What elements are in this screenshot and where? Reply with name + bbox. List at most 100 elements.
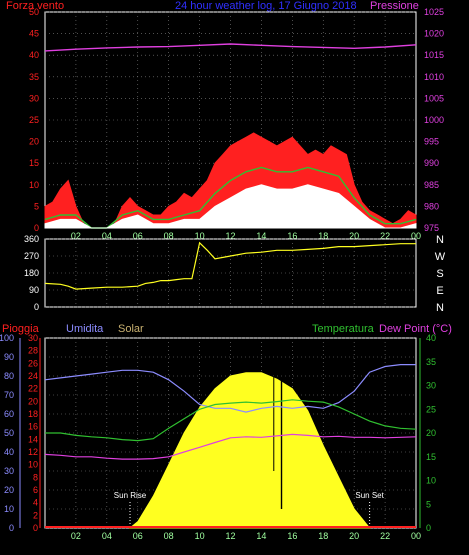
rain-label: Pioggia bbox=[2, 323, 40, 335]
wind-time-tick: 00 bbox=[411, 231, 421, 241]
direction-tick: 0 bbox=[34, 302, 39, 312]
wind-time-tick: 06 bbox=[133, 231, 143, 241]
weather-time-tick: 16 bbox=[287, 531, 297, 541]
rain-tick: 20 bbox=[28, 396, 38, 406]
wind-speed-label: Forza vento bbox=[6, 0, 64, 12]
humidity-series bbox=[44, 364, 416, 413]
wind-speed-tick: 50 bbox=[29, 7, 39, 17]
pressure-series bbox=[44, 43, 417, 52]
wind-time-tick: 14 bbox=[256, 231, 266, 241]
wind-speed-tick: 25 bbox=[29, 115, 39, 125]
humidity-tick: 20 bbox=[4, 485, 14, 495]
dew-point-series bbox=[44, 433, 417, 460]
wind-speed-tick: 40 bbox=[29, 50, 39, 60]
rain-tick: 14 bbox=[28, 434, 38, 444]
pressure-tick: 990 bbox=[424, 158, 439, 168]
temperature-tick: 40 bbox=[426, 333, 436, 343]
direction-tick: 180 bbox=[24, 268, 39, 278]
humidity-tick: 60 bbox=[4, 409, 14, 419]
temperature-tick: 35 bbox=[426, 357, 436, 367]
wind-time-tick: 02 bbox=[71, 231, 81, 241]
pressure-tick: 1010 bbox=[424, 72, 444, 82]
wind-min-series bbox=[44, 184, 417, 229]
rain-tick: 26 bbox=[28, 358, 38, 368]
wind-direction-series bbox=[44, 241, 416, 290]
wind-speed-tick: 45 bbox=[29, 29, 39, 39]
humidity-tick: 30 bbox=[4, 466, 14, 476]
weather-time-tick: 02 bbox=[71, 531, 81, 541]
wind-time-tick: 22 bbox=[380, 231, 390, 241]
temperature-tick: 30 bbox=[426, 381, 436, 391]
humidity-tick: 50 bbox=[4, 428, 14, 438]
temperature-tick: 25 bbox=[426, 404, 436, 414]
solar-label: Solar bbox=[118, 323, 144, 335]
rain-tick: 4 bbox=[33, 498, 38, 508]
rain-tick: 12 bbox=[28, 447, 38, 457]
weather-time-tick: 00 bbox=[411, 531, 421, 541]
wind-time-tick: 04 bbox=[102, 231, 112, 241]
solar-series bbox=[128, 372, 371, 529]
wind-time-tick: 16 bbox=[287, 231, 297, 241]
rain-tick: 2 bbox=[33, 510, 38, 520]
compass-label: S bbox=[436, 268, 443, 280]
wind-time-tick: 20 bbox=[349, 231, 359, 241]
sun-annotation: Sun Rise bbox=[114, 491, 147, 500]
compass-label: N bbox=[436, 302, 444, 314]
direction-tick: 360 bbox=[24, 234, 39, 244]
weather-time-tick: 08 bbox=[164, 531, 174, 541]
rain-tick: 10 bbox=[28, 460, 38, 470]
dew-point-label: Dew Point (°C) bbox=[379, 323, 452, 335]
rain-tick: 0 bbox=[33, 523, 38, 533]
wind-speed-tick: 20 bbox=[29, 137, 39, 147]
weather-time-tick: 10 bbox=[195, 531, 205, 541]
rain-tick: 22 bbox=[28, 384, 38, 394]
pressure-tick: 980 bbox=[424, 201, 439, 211]
wind-speed-tick: 5 bbox=[34, 201, 39, 211]
wind-speed-tick: 10 bbox=[29, 180, 39, 190]
humidity-tick: 10 bbox=[4, 504, 14, 514]
weather-time-tick: 04 bbox=[102, 531, 112, 541]
temperature-tick: 10 bbox=[426, 476, 436, 486]
temperature-tick: 0 bbox=[426, 523, 431, 533]
compass-label: N bbox=[436, 234, 444, 246]
pressure-tick: 985 bbox=[424, 180, 439, 190]
wind-speed-tick: 30 bbox=[29, 93, 39, 103]
rain-tick: 28 bbox=[28, 346, 38, 356]
direction-tick: 270 bbox=[24, 251, 39, 261]
compass-label: E bbox=[436, 285, 443, 297]
direction-tick: 90 bbox=[29, 285, 39, 295]
rain-tick: 8 bbox=[33, 472, 38, 482]
chart-title: 24 hour weather log, 17 Giugno 2018 bbox=[175, 0, 357, 12]
rain-tick: 6 bbox=[33, 485, 38, 495]
pressure-tick: 995 bbox=[424, 137, 439, 147]
weather-time-tick: 06 bbox=[133, 531, 143, 541]
humidity-label: Umidita bbox=[66, 323, 104, 335]
temperature-tick: 20 bbox=[426, 428, 436, 438]
weather-time-tick: 20 bbox=[349, 531, 359, 541]
temperature-series bbox=[45, 399, 417, 442]
pressure-tick: 1015 bbox=[424, 50, 444, 60]
compass-label: W bbox=[435, 251, 446, 263]
rain-tick: 24 bbox=[28, 371, 38, 381]
sun-annotation: Sun Set bbox=[355, 491, 384, 500]
direction-panel-frame bbox=[44, 238, 417, 308]
wind-speed-tick: 0 bbox=[34, 223, 39, 233]
rain-tick: 16 bbox=[28, 422, 38, 432]
weather-time-tick: 14 bbox=[256, 531, 266, 541]
humidity-tick: 90 bbox=[4, 352, 14, 362]
wind-time-tick: 12 bbox=[225, 231, 235, 241]
pressure-tick: 1005 bbox=[424, 93, 444, 103]
wind-time-tick: 18 bbox=[318, 231, 328, 241]
pressure-tick: 1000 bbox=[424, 115, 444, 125]
humidity-tick: 100 bbox=[0, 333, 14, 343]
temperature-tick: 5 bbox=[426, 499, 431, 509]
pressure-tick: 1020 bbox=[424, 29, 444, 39]
wind-speed-tick: 35 bbox=[29, 72, 39, 82]
wind-time-tick: 08 bbox=[164, 231, 174, 241]
weather-time-tick: 22 bbox=[380, 531, 390, 541]
pressure-tick: 1025 bbox=[424, 7, 444, 17]
pressure-label: Pressione bbox=[370, 0, 419, 12]
wind-speed-tick: 15 bbox=[29, 158, 39, 168]
wind-time-tick: 10 bbox=[195, 231, 205, 241]
